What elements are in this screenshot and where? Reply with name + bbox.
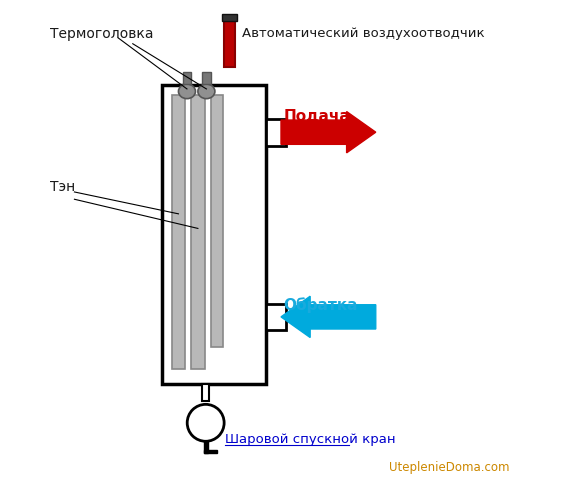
FancyArrow shape <box>281 112 376 153</box>
Text: UteplenieDoma.com: UteplenieDoma.com <box>389 461 509 474</box>
Bar <box>204 450 217 453</box>
Bar <box>266 304 286 330</box>
Text: Обратка: Обратка <box>283 297 358 312</box>
Bar <box>204 441 207 453</box>
Bar <box>222 14 237 21</box>
Ellipse shape <box>179 84 196 99</box>
Text: Термоголовка: Термоголовка <box>50 27 153 41</box>
Bar <box>211 95 223 347</box>
Text: Подача: Подача <box>283 109 350 124</box>
Bar <box>202 384 209 401</box>
Circle shape <box>187 404 224 441</box>
Ellipse shape <box>198 84 215 99</box>
Text: Тэн: Тэн <box>50 180 75 194</box>
Bar <box>266 119 286 146</box>
Bar <box>162 85 266 384</box>
Bar <box>202 72 211 84</box>
Bar <box>171 95 185 369</box>
Text: Автоматический воздухоотводчик: Автоматический воздухоотводчик <box>242 27 485 40</box>
Bar <box>183 72 191 84</box>
Bar <box>191 95 205 369</box>
Bar <box>224 21 235 67</box>
Text: Шаровой спускной кран: Шаровой спускной кран <box>225 433 396 446</box>
FancyArrow shape <box>281 296 376 337</box>
